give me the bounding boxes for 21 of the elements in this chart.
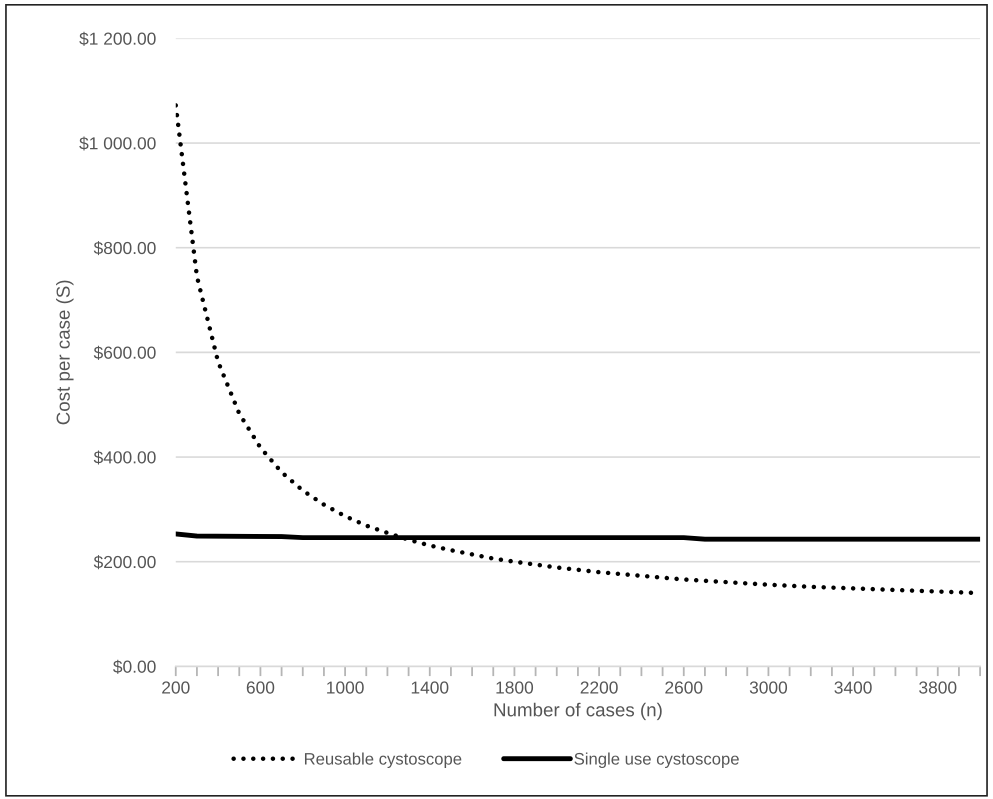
x-tick-label: 3800: [919, 681, 956, 694]
x-tick-label: 2600: [665, 681, 702, 694]
x-tick-label: 1800: [496, 681, 534, 694]
x-axis-title: Number of cases (n): [494, 702, 662, 720]
legend-label: Single use cystoscope: [574, 752, 739, 768]
y-tick-label: $400.00: [94, 450, 156, 465]
legend-label: Reusable cystoscope: [304, 752, 462, 768]
x-tick-label: 600: [246, 681, 274, 694]
y-tick-label: $1 000.00: [79, 136, 156, 151]
x-tick-label: 1400: [412, 681, 448, 694]
x-tick-label: 3000: [750, 681, 788, 694]
x-tick-label: 1000: [327, 681, 364, 694]
y-tick-label: $0.00: [113, 660, 156, 674]
y-axis-title: Cost per case (S): [56, 280, 74, 424]
x-tick-label: 2200: [580, 681, 618, 694]
y-tick-label: $1 200.00: [79, 32, 156, 46]
y-tick-label: $200.00: [94, 555, 156, 570]
x-tick-label: 3400: [834, 681, 872, 694]
y-tick-label: $600.00: [94, 346, 156, 360]
y-tick-label: $800.00: [94, 241, 156, 256]
x-tick-label: 200: [162, 681, 190, 694]
